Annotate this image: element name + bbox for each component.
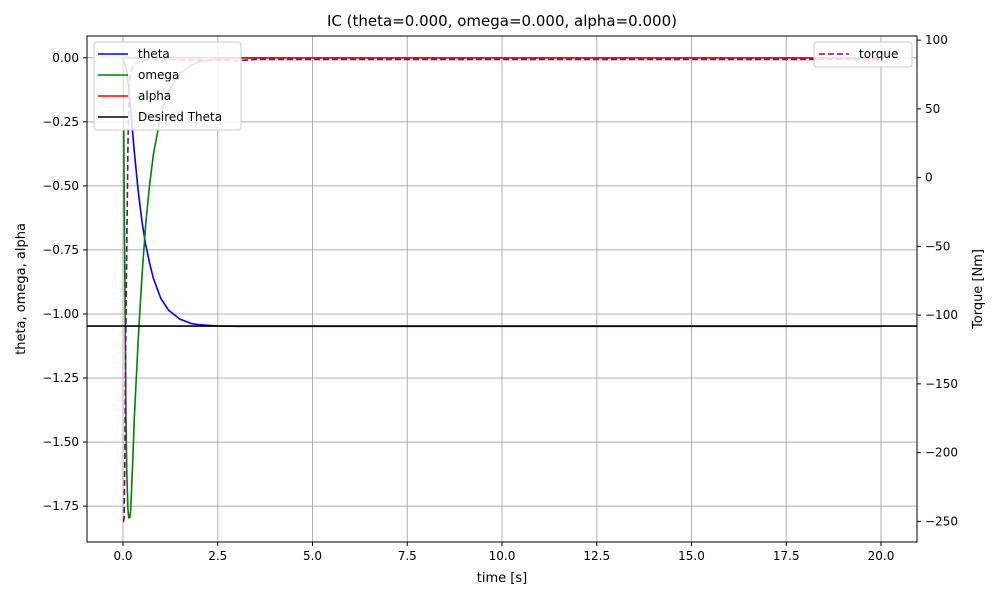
y-left-tick-label: −0.75 (42, 243, 79, 257)
legend-left-box (93, 41, 242, 131)
y-left-tick-label: 0.00 (52, 51, 79, 65)
legend-right: torque (813, 41, 913, 68)
x-axis-ticks: 0.0 2.5 5.0 7.5 10.0 12.5 15.0 17.5 20.0 (113, 542, 894, 563)
legend-label-alpha: alpha (138, 89, 171, 103)
x-tick-label: 17.5 (773, 549, 800, 563)
legend-label-desired-theta: Desired Theta (138, 110, 222, 124)
x-tick-label: 0.0 (113, 549, 132, 563)
x-tick-label: 2.5 (208, 549, 227, 563)
legend-label-theta: theta (138, 47, 170, 61)
y-right-axis-ticks: 100 50 0 −50 −100 −150 −200 −250 (917, 33, 958, 528)
y-right-tick-label: 100 (925, 33, 948, 47)
x-tick-label: 5.0 (303, 549, 322, 563)
y-right-tick-label: −50 (925, 239, 950, 253)
y-right-tick-label: 0 (925, 171, 933, 185)
x-tick-label: 7.5 (398, 549, 417, 563)
y-right-axis-label: Torque [Nm] (971, 249, 986, 330)
y-left-tick-label: −1.25 (42, 371, 79, 385)
legend-right-box (813, 41, 913, 68)
y-left-tick-label: −0.50 (42, 179, 79, 193)
x-axis-label: time [s] (477, 571, 527, 586)
y-right-tick-label: −200 (925, 446, 958, 460)
x-tick-label: 10.0 (489, 549, 516, 563)
y-left-tick-label: −1.75 (42, 499, 79, 513)
legend-label-torque: torque (859, 47, 898, 61)
x-tick-label: 15.0 (678, 549, 705, 563)
y-right-tick-label: 50 (925, 102, 940, 116)
y-left-tick-label: −0.25 (42, 115, 79, 129)
chart-title: IC (theta=0.000, omega=0.000, alpha=0.00… (327, 12, 677, 30)
y-left-tick-label: −1.00 (42, 307, 79, 321)
y-left-axis-ticks: 0.00 −0.25 −0.50 −0.75 −1.00 −1.25 −1.50 −1.75 (42, 51, 87, 513)
x-tick-label: 20.0 (868, 549, 895, 563)
legend-label-omega: omega (138, 68, 179, 82)
legend-left: theta omega alpha Desired Theta (93, 41, 242, 131)
y-left-axis-label: theta, omega, alpha (14, 223, 29, 355)
x-tick-label: 12.5 (583, 549, 610, 563)
y-left-tick-label: −1.50 (42, 435, 79, 449)
y-right-tick-label: −250 (925, 514, 958, 528)
y-right-tick-label: −100 (925, 308, 958, 322)
y-right-tick-label: −150 (925, 377, 958, 391)
